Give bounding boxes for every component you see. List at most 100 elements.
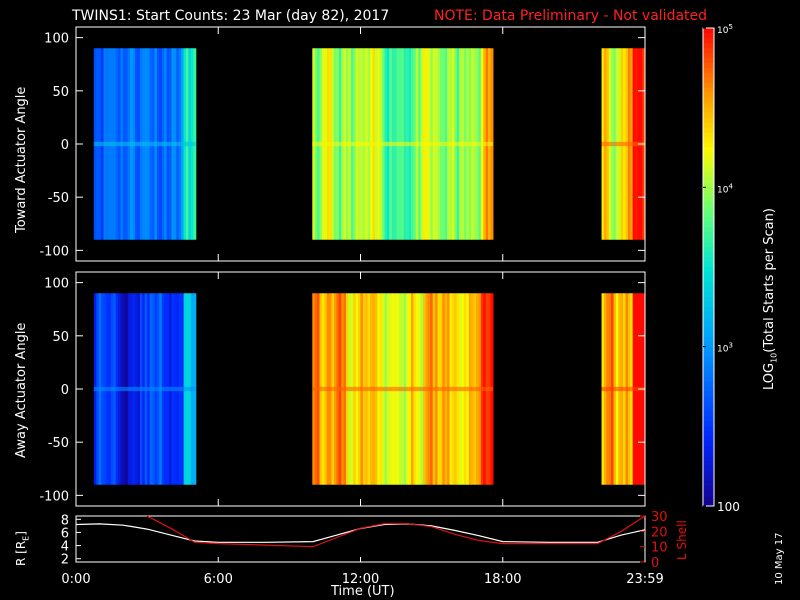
colorbar-cell <box>703 57 714 64</box>
colorbar-cell <box>703 476 714 482</box>
colorbar-cell <box>703 32 714 39</box>
preliminary-note: NOTE: Data Preliminary - Not validated <box>434 8 708 24</box>
colorbar-cell <box>703 441 714 447</box>
colorbar-cell <box>703 486 714 492</box>
colorbar-cell <box>703 217 714 223</box>
colorbar-cell <box>703 291 714 298</box>
colorbar-cell <box>703 97 714 104</box>
y-tick-label: 0 <box>61 383 69 398</box>
colorbar-cell <box>703 202 714 208</box>
y-tick-label: 0 <box>61 138 69 153</box>
colorbar-cell <box>703 207 714 213</box>
colorbar-cell <box>703 446 714 452</box>
y-tick-label: -50 <box>48 191 69 206</box>
plot-title: TWINS1: Start Counts: 23 Mar (day 82), 2… <box>72 8 390 24</box>
colorbar-cell <box>703 496 714 502</box>
colorbar-cell <box>703 431 714 437</box>
colorbar-cell <box>703 82 714 89</box>
colorbar-cell <box>703 331 714 338</box>
colorbar-cell <box>703 212 714 218</box>
colorbar-cell <box>703 356 714 363</box>
heatmap-zero-band <box>601 141 645 147</box>
colorbar-cell <box>703 77 714 84</box>
colorbar-cell <box>703 391 714 398</box>
x-tick-label: 12:00 <box>342 572 379 587</box>
colorbar-cell <box>703 28 714 34</box>
colorbar-tick-label: 100 <box>717 500 740 514</box>
colorbar-cell <box>703 366 714 373</box>
colorbar-cell <box>703 271 714 278</box>
colorbar-cell <box>703 451 714 457</box>
colorbar-tick-label: 103 <box>717 342 733 355</box>
colorbar-cell <box>703 471 714 477</box>
r-axis-label: R [RE] <box>14 531 31 566</box>
colorbar-cell <box>703 192 714 198</box>
colorbar-cell <box>703 461 714 467</box>
colorbar-cell <box>703 406 714 412</box>
heatmap-zero-band <box>312 141 493 147</box>
heatmap-zero-band <box>93 141 196 147</box>
colorbar-cell <box>703 92 714 99</box>
colorbar-cell <box>703 281 714 288</box>
colorbar-cell <box>703 491 714 497</box>
colorbar-cell <box>703 182 714 188</box>
colorbar-cell <box>703 301 714 308</box>
colorbar-cell <box>703 132 714 139</box>
colorbar-cell <box>703 386 714 393</box>
colorbar-frame <box>702 27 715 507</box>
colorbar-cell <box>703 107 714 114</box>
colorbar-cell <box>703 501 714 507</box>
y-tick-label: -100 <box>39 489 69 504</box>
r-tick-label: 8 <box>61 513 69 528</box>
toward-heatmap <box>76 27 646 261</box>
colorbar-cell <box>703 227 714 233</box>
colorbar-cell <box>703 296 714 303</box>
colorbar-cell <box>703 257 714 263</box>
r-tick-label: 6 <box>61 526 69 541</box>
x-tick-label: 18:00 <box>484 572 521 587</box>
colorbar-cell <box>703 112 714 119</box>
colorbar-cell <box>703 242 714 248</box>
colorbar-tick-label: 105 <box>717 23 733 36</box>
colorbar-cell <box>703 346 714 353</box>
colorbar-label: LOG10(Total Starts per Scan) <box>762 208 779 390</box>
colorbar-cell <box>703 147 714 154</box>
colorbar-cell <box>703 142 714 149</box>
colorbar-cell <box>703 371 714 378</box>
colorbar-cell <box>703 411 714 417</box>
colorbar-cell <box>703 306 714 313</box>
colorbar-cell <box>703 52 714 59</box>
colorbar-cell <box>703 72 714 79</box>
colorbar-cell <box>703 87 714 94</box>
lshell-tick-label: 20 <box>651 525 668 540</box>
colorbar-cell <box>703 456 714 462</box>
date-stamp: 10 May 17 <box>774 532 785 585</box>
colorbar-cell <box>703 47 714 54</box>
colorbar-cell <box>703 326 714 333</box>
away-heatmap <box>76 272 646 506</box>
heatmap-zero-band <box>601 386 645 392</box>
heatmap-zero-band <box>312 386 493 392</box>
colorbar-cell <box>703 197 714 203</box>
colorbar-cell <box>703 376 714 383</box>
colorbar-cell <box>703 311 714 318</box>
colorbar-cell <box>703 286 714 293</box>
orbit-frame <box>75 515 646 563</box>
colorbar-cell <box>703 341 714 348</box>
y-tick-label: 100 <box>44 277 69 292</box>
colorbar-cell <box>703 152 714 159</box>
colorbar-cell <box>703 167 714 173</box>
away-ylabel: Away Actuator Angle <box>14 322 29 458</box>
colorbar-cell <box>703 117 714 124</box>
colorbar-cell <box>703 232 714 238</box>
colorbar-cell <box>703 321 714 328</box>
colorbar-cell <box>703 67 714 74</box>
x-tick-label: 23:59 <box>626 572 663 587</box>
colorbar-cell <box>703 177 714 183</box>
y-tick-label: 50 <box>52 330 69 345</box>
colorbar-cell <box>703 416 714 422</box>
r-tick-label: 2 <box>61 553 69 568</box>
colorbar-cell <box>703 381 714 388</box>
colorbar-cell <box>703 247 714 253</box>
